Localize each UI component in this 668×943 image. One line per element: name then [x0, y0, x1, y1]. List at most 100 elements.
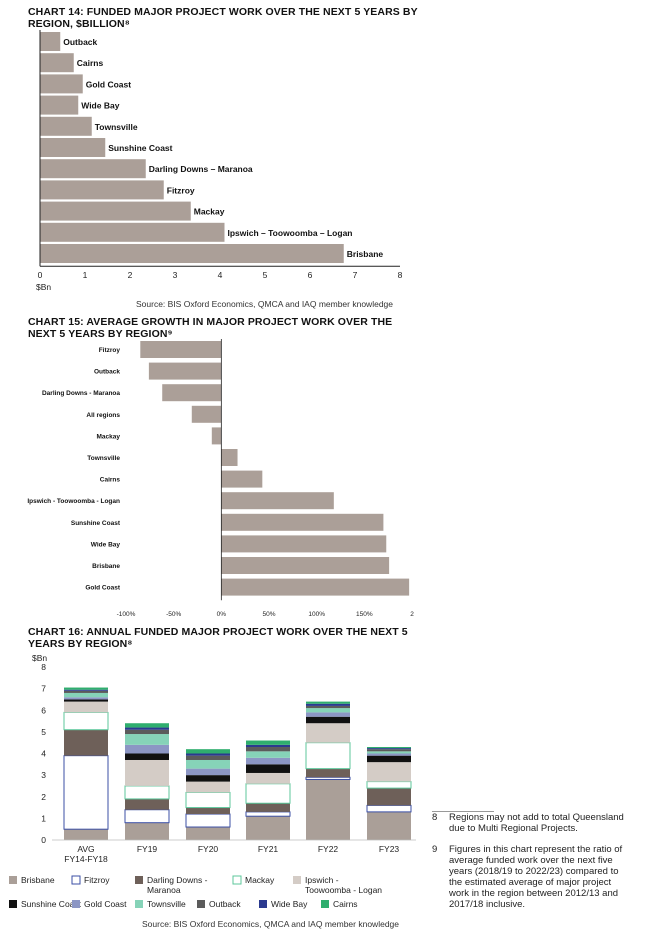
- chart15-bar: [140, 341, 222, 358]
- chart14-bar-label: Townsville: [95, 122, 138, 132]
- chart15-category-label: Townsville: [87, 455, 120, 462]
- legend-swatch: [232, 875, 242, 885]
- chart15-bar: [221, 578, 410, 596]
- chart14-x-tick: 3: [173, 270, 178, 280]
- chart16-bar-segment: [367, 747, 411, 749]
- chart16-bar-segment: [186, 781, 230, 793]
- chart16-x-tick: FY21: [258, 844, 279, 854]
- chart14-x-tick: 8: [398, 270, 403, 280]
- chart16-bar-segment: [245, 811, 291, 817]
- chart16-bar-segment: [63, 711, 109, 731]
- chart16-y-tick: 7: [41, 684, 46, 694]
- chart14-x-tick: 0: [38, 270, 43, 280]
- chart15-bar: [221, 535, 387, 553]
- chart16-y-tick: 3: [41, 770, 46, 780]
- chart16-x-tick: FY19: [137, 844, 158, 854]
- legend-swatch: [72, 900, 80, 908]
- chart15-category-label: Wide Bay: [91, 541, 121, 548]
- legend-swatch: [135, 876, 143, 884]
- chart16-bar-segment: [124, 809, 170, 824]
- chart16-bar-segment: [367, 811, 411, 840]
- chart16-bar-segment: [64, 697, 108, 700]
- chart14-x-label: $Bn: [36, 282, 51, 292]
- chart16-bar-segment: [186, 759, 230, 769]
- chart14-bar: [40, 53, 74, 73]
- chart16-bar-segment: [125, 822, 169, 840]
- chart15-category-label: Gold Coast: [85, 585, 121, 592]
- legend-swatch: [259, 900, 267, 908]
- chart16-bar-segment: [246, 740, 290, 745]
- legend-label: Outback: [209, 899, 241, 909]
- chart15-x-tick: 100%: [308, 611, 325, 618]
- chart14-bar-label: Darling Downs – Maranoa: [149, 164, 253, 174]
- footnote-number: 8: [432, 812, 438, 823]
- chart16-x-tick: AVG: [77, 844, 94, 854]
- chart16-bar-segment: [186, 749, 230, 754]
- legend-label: Gold Coast: [84, 899, 127, 909]
- chart16-bar-segment: [246, 803, 290, 812]
- chart16-bar-segment: [185, 813, 231, 828]
- chart16-bar-segment: [186, 753, 230, 756]
- legend-label: Fitzroy: [84, 875, 110, 885]
- chart15-category-label: Ipswich - Toowoomba - Logan: [27, 498, 120, 505]
- chart15-bar: [221, 449, 238, 466]
- chart14-bar: [40, 138, 106, 157]
- chart16-y-tick: 8: [41, 662, 46, 672]
- chart16-bar-segment: [306, 723, 350, 743]
- chart16-y-tick: 0: [41, 835, 46, 845]
- chart16-bar-segment: [125, 729, 169, 735]
- legend-label: Maranoa: [147, 885, 181, 895]
- legend-label: Ipswich -: [305, 875, 339, 885]
- chart16-bar-segment: [186, 827, 230, 840]
- legend-label: Sunshine Coast: [21, 899, 82, 909]
- chart16-bar-segment: [64, 729, 108, 756]
- chart16-bar-segment: [185, 791, 231, 809]
- footnotes: 8 Regions may not add to total Queenslan…: [432, 812, 632, 920]
- chart14-bar: [40, 159, 146, 179]
- chart16-bar-segment: [306, 712, 350, 717]
- chart16-bar-segment: [306, 779, 350, 840]
- chart16-bar-segment: [186, 768, 230, 776]
- chart15-category-label: All regions: [86, 412, 120, 419]
- notes-divider: [432, 811, 494, 812]
- chart16-source: Source: BIS Oxford Economics, QMCA and I…: [142, 919, 399, 929]
- chart16-bar-segment: [125, 798, 169, 810]
- chart15-category-label: Brisbane: [92, 563, 120, 570]
- legend-label: Cairns: [333, 899, 358, 909]
- chart15-category-label: Mackay: [97, 433, 121, 440]
- chart14-bar-label: Cairns: [77, 58, 104, 68]
- chart16-bar-segment: [367, 755, 411, 763]
- chart16-bar-segment: [367, 751, 411, 754]
- legend-swatch: [9, 900, 17, 908]
- legend-label: Toowoomba - Logan: [305, 885, 382, 895]
- chart16-bar-segment: [64, 829, 108, 840]
- chart16-y-label: $Bn: [32, 653, 47, 663]
- chart16-bar-segment: [125, 759, 169, 786]
- chart14-bar: [40, 74, 83, 94]
- chart16-bar-segment: [246, 816, 290, 840]
- legend-swatch: [293, 876, 301, 884]
- chart16-bar-segment: [367, 762, 411, 782]
- chart16-bar-segment: [367, 753, 411, 756]
- chart16-bar-segment: [306, 768, 350, 778]
- chart15-bar: [221, 470, 263, 488]
- chart16-bar-segment: [64, 699, 108, 702]
- chart16-bar-segment: [246, 744, 290, 748]
- chart15-category-label: Cairns: [100, 477, 121, 484]
- chart15-category-label: Darling Downs - Maranoa: [42, 390, 120, 397]
- chart16-bar-segment: [64, 689, 108, 691]
- chart16-x-tick: FY14-FY18: [64, 854, 108, 864]
- chart14-bar-label: Fitzroy: [167, 185, 195, 195]
- chart16-bar-segment: [306, 701, 350, 704]
- chart14-bar: [40, 244, 344, 263]
- chart14-bar-label: Brisbane: [347, 249, 384, 259]
- chart14-bar-label: Wide Bay: [81, 101, 119, 111]
- legend-swatch: [135, 900, 143, 908]
- chart14-source: Source: BIS Oxford Economics, QMCA and I…: [136, 299, 393, 309]
- chart16-bar-segment: [186, 775, 230, 782]
- chart15-bar: [191, 405, 222, 423]
- chart16-bar-segment: [125, 753, 169, 760]
- chart16-bar-segment: [64, 692, 108, 698]
- chart14-bar: [40, 116, 92, 136]
- chart16-y-tick: 1: [41, 813, 46, 823]
